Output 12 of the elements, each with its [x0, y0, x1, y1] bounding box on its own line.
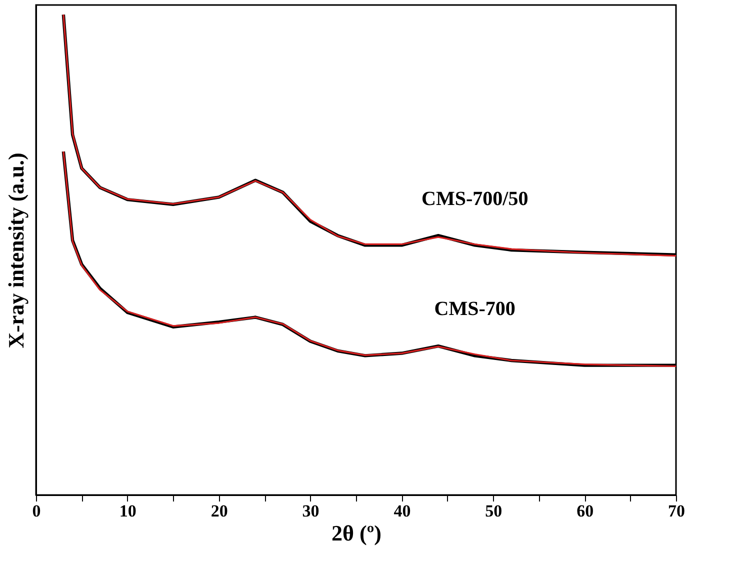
x-tick-label: 40	[394, 502, 411, 520]
x-axis-title: 2θ (º)	[332, 520, 382, 546]
x-tick-label: 60	[576, 502, 594, 520]
x-tick-label: 30	[302, 502, 320, 520]
x-tick-label: 70	[668, 502, 685, 520]
y-axis-title: X-ray intensity (a.u.)	[4, 152, 28, 348]
series-label: CMS-700	[434, 298, 516, 320]
x-tick-label: 10	[119, 502, 136, 520]
series-label: CMS-700/50	[422, 188, 528, 210]
x-tick-label: 0	[32, 502, 41, 520]
x-tick-label: 20	[210, 502, 228, 520]
x-tick-label: 50	[485, 502, 502, 520]
